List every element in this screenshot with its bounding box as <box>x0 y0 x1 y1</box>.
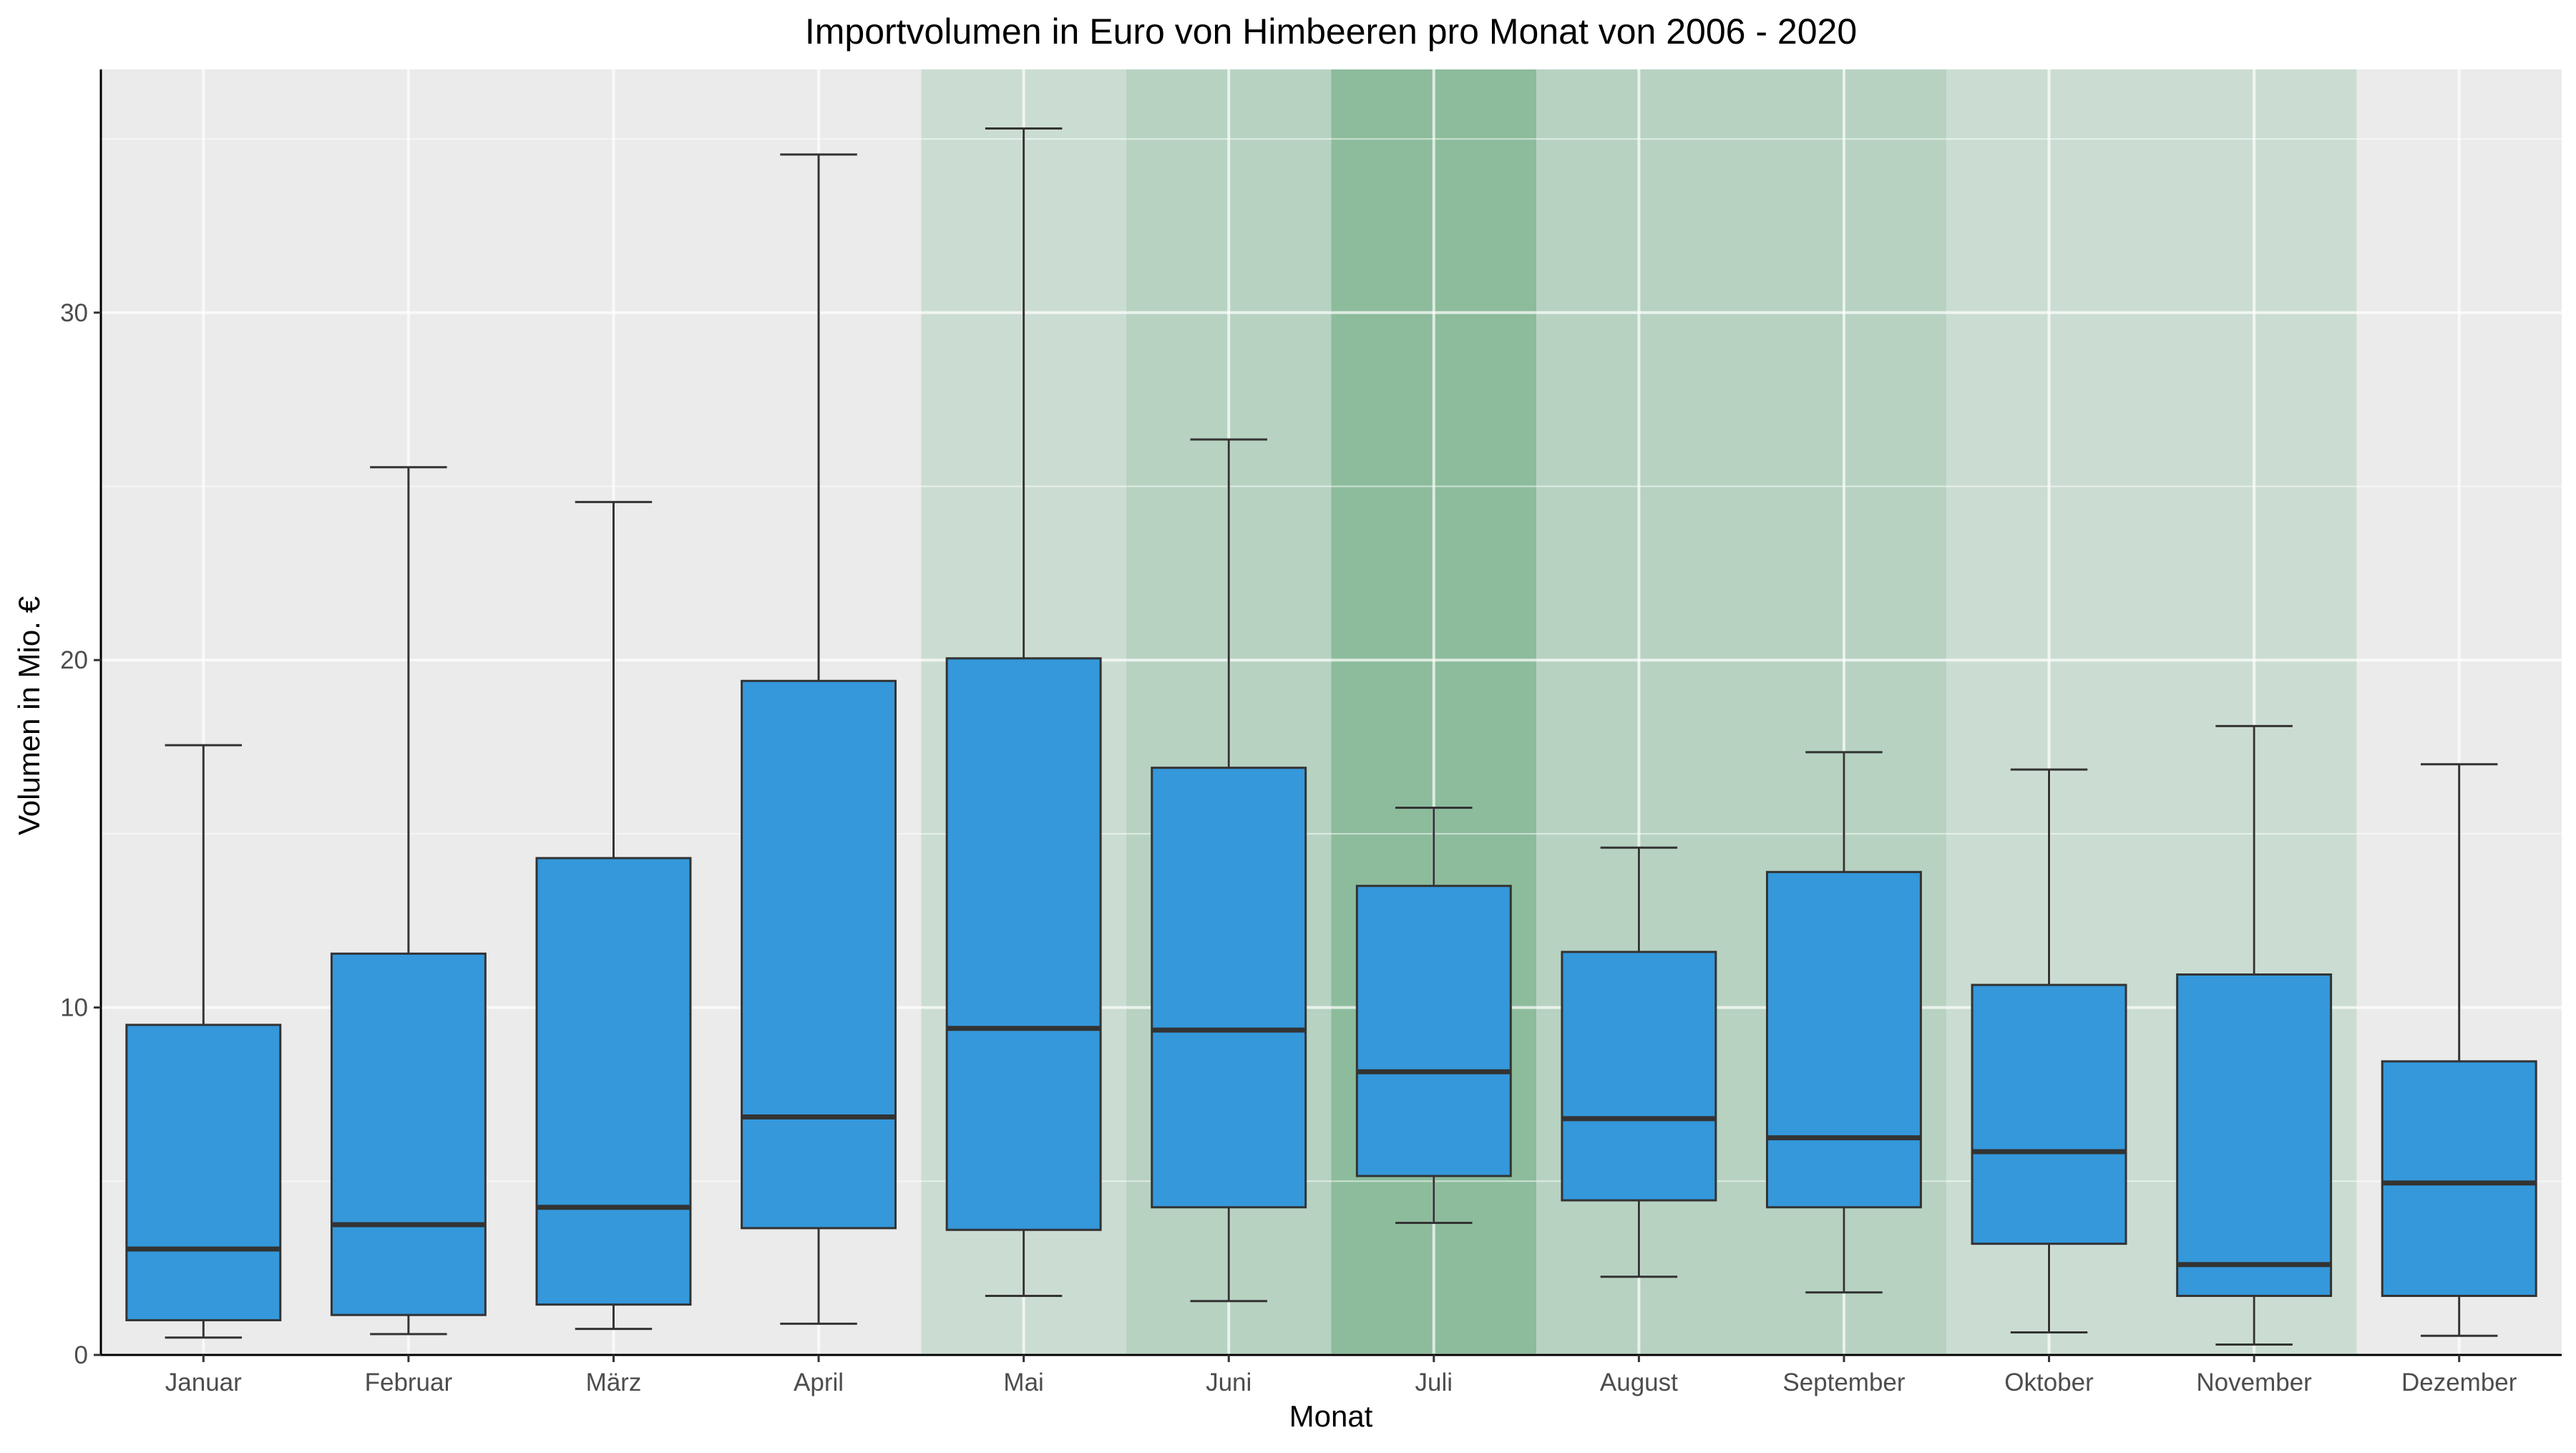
y-axis-title: Volumen in Mio. € <box>12 596 46 835</box>
chart-title: Importvolumen in Euro von Himbeeren pro … <box>805 11 1857 52</box>
iqr-box <box>535 857 692 1306</box>
iqr-box <box>945 657 1102 1231</box>
y-tick-label: 0 <box>74 1341 88 1369</box>
iqr-box <box>1971 983 2127 1245</box>
iqr-box <box>2381 1060 2537 1297</box>
iqr-box <box>2176 973 2333 1297</box>
box-mai <box>945 127 1102 1297</box>
iqr-box <box>1151 767 1307 1209</box>
iqr-box <box>1765 870 1922 1209</box>
x-tick-label: Juli <box>1415 1369 1453 1396</box>
x-tick-label: März <box>586 1369 642 1396</box>
iqr-box <box>1355 885 1512 1177</box>
box-juni <box>1151 438 1307 1303</box>
x-tick-label: Oktober <box>2004 1369 2094 1396</box>
iqr-box <box>741 679 897 1230</box>
y-tick-label: 10 <box>60 994 88 1022</box>
box-dezember <box>2381 763 2537 1337</box>
x-tick-label: November <box>2196 1369 2312 1396</box>
iqr-box <box>1561 951 1717 1202</box>
box-januar <box>125 744 282 1339</box>
x-axis-title: Monat <box>1289 1399 1373 1433</box>
iqr-box <box>125 1024 282 1321</box>
box-februar <box>330 466 487 1336</box>
x-tick-label: Juni <box>1206 1369 1252 1396</box>
x-tick-label: Januar <box>165 1369 242 1396</box>
x-tick-label: April <box>794 1369 844 1396</box>
box-märz <box>535 500 692 1331</box>
box-august <box>1561 846 1717 1278</box>
iqr-box <box>330 952 487 1316</box>
box-november <box>2176 724 2333 1346</box>
x-tick-label: August <box>1600 1369 1678 1396</box>
x-tick-label: Dezember <box>2401 1369 2517 1396</box>
y-tick-label: 30 <box>60 299 88 327</box>
box-september <box>1765 751 1922 1294</box>
box-juli <box>1355 806 1512 1225</box>
y-tick-label: 20 <box>60 646 88 674</box>
box-april <box>741 153 897 1325</box>
x-tick-label: Februar <box>365 1369 453 1396</box>
x-tick-label: Mai <box>1003 1369 1043 1396</box>
x-tick-label: September <box>1782 1369 1906 1396</box>
box-oktober <box>1971 768 2127 1333</box>
